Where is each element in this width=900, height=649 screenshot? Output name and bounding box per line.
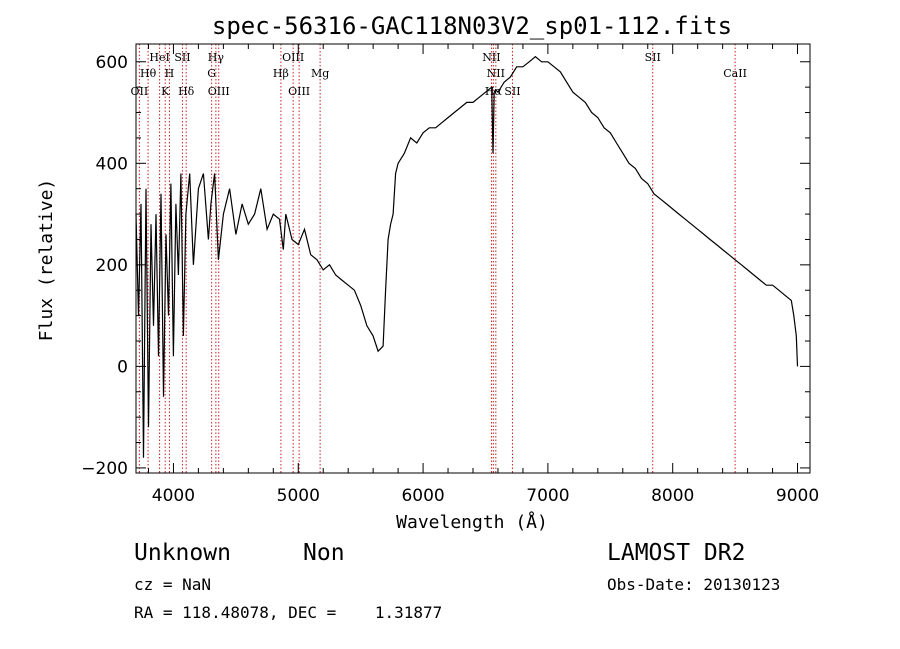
redshift-cz: cz = NaN	[134, 575, 212, 594]
x-tick-label: 4000	[152, 486, 195, 506]
line-marker-label: Hθ	[140, 67, 157, 80]
y-tick-label: 400	[96, 154, 128, 174]
emission-line-markers	[138, 44, 736, 473]
line-marker-label: HeI	[149, 51, 169, 64]
line-marker-label: G	[207, 67, 216, 80]
y-axis-label: Flux (relative)	[36, 179, 57, 342]
coordinates: RA = 118.48078, DEC = 1.31877	[134, 603, 443, 622]
line-marker-label: NII	[487, 67, 505, 80]
line-marker-label: Mg	[311, 67, 329, 80]
line-marker-label: SII	[174, 51, 190, 64]
object-subclass: Non	[303, 540, 345, 566]
y-tick-label: −200	[81, 459, 128, 479]
x-tick-label: 5000	[277, 486, 320, 506]
line-marker-label: Hγ	[208, 51, 225, 64]
line-marker-label: OIII	[208, 85, 230, 98]
line-marker-label: SII	[504, 85, 520, 98]
line-marker-label: OII	[131, 85, 149, 98]
line-marker-label: Hα	[485, 85, 503, 98]
line-marker-label: CaII	[723, 67, 747, 80]
x-tick-label: 7000	[526, 486, 569, 506]
y-axis: −200 0 200 400 600	[81, 53, 810, 479]
plot-frame	[135, 43, 811, 474]
y-tick-label: 0	[117, 357, 128, 377]
x-tick-label: 8000	[651, 486, 694, 506]
line-marker-label: OIII	[288, 85, 310, 98]
line-marker-label: SII	[645, 51, 661, 64]
line-marker-label: H	[165, 67, 175, 80]
x-tick-label: 9000	[776, 486, 819, 506]
spectrum-line	[135, 55, 799, 458]
observation-date: Obs-Date: 20130123	[607, 575, 781, 594]
object-class: Unknown	[134, 540, 231, 566]
line-marker-label: K	[161, 85, 170, 98]
line-marker-label: Hβ	[273, 67, 289, 80]
line-marker-label: Hδ	[178, 85, 195, 98]
chart-title: spec-56316-GAC118N03V2_sp01-112.fits	[212, 12, 732, 40]
emission-line-labels: OIIHθHeIKHSIIHδHγGOIIIHβOIIIOIIIMgNIINII…	[131, 51, 747, 98]
y-tick-label: 200	[96, 256, 128, 276]
survey-name: LAMOST DR2	[607, 540, 746, 566]
x-tick-label: 6000	[401, 486, 444, 506]
line-marker-label: OIII	[282, 51, 304, 64]
x-axis-label: Wavelength (Å)	[396, 511, 548, 533]
x-axis: 4000 5000 6000 7000 8000 9000	[147, 44, 819, 506]
line-marker-label: NII	[482, 51, 500, 64]
y-tick-label: 600	[96, 53, 128, 73]
